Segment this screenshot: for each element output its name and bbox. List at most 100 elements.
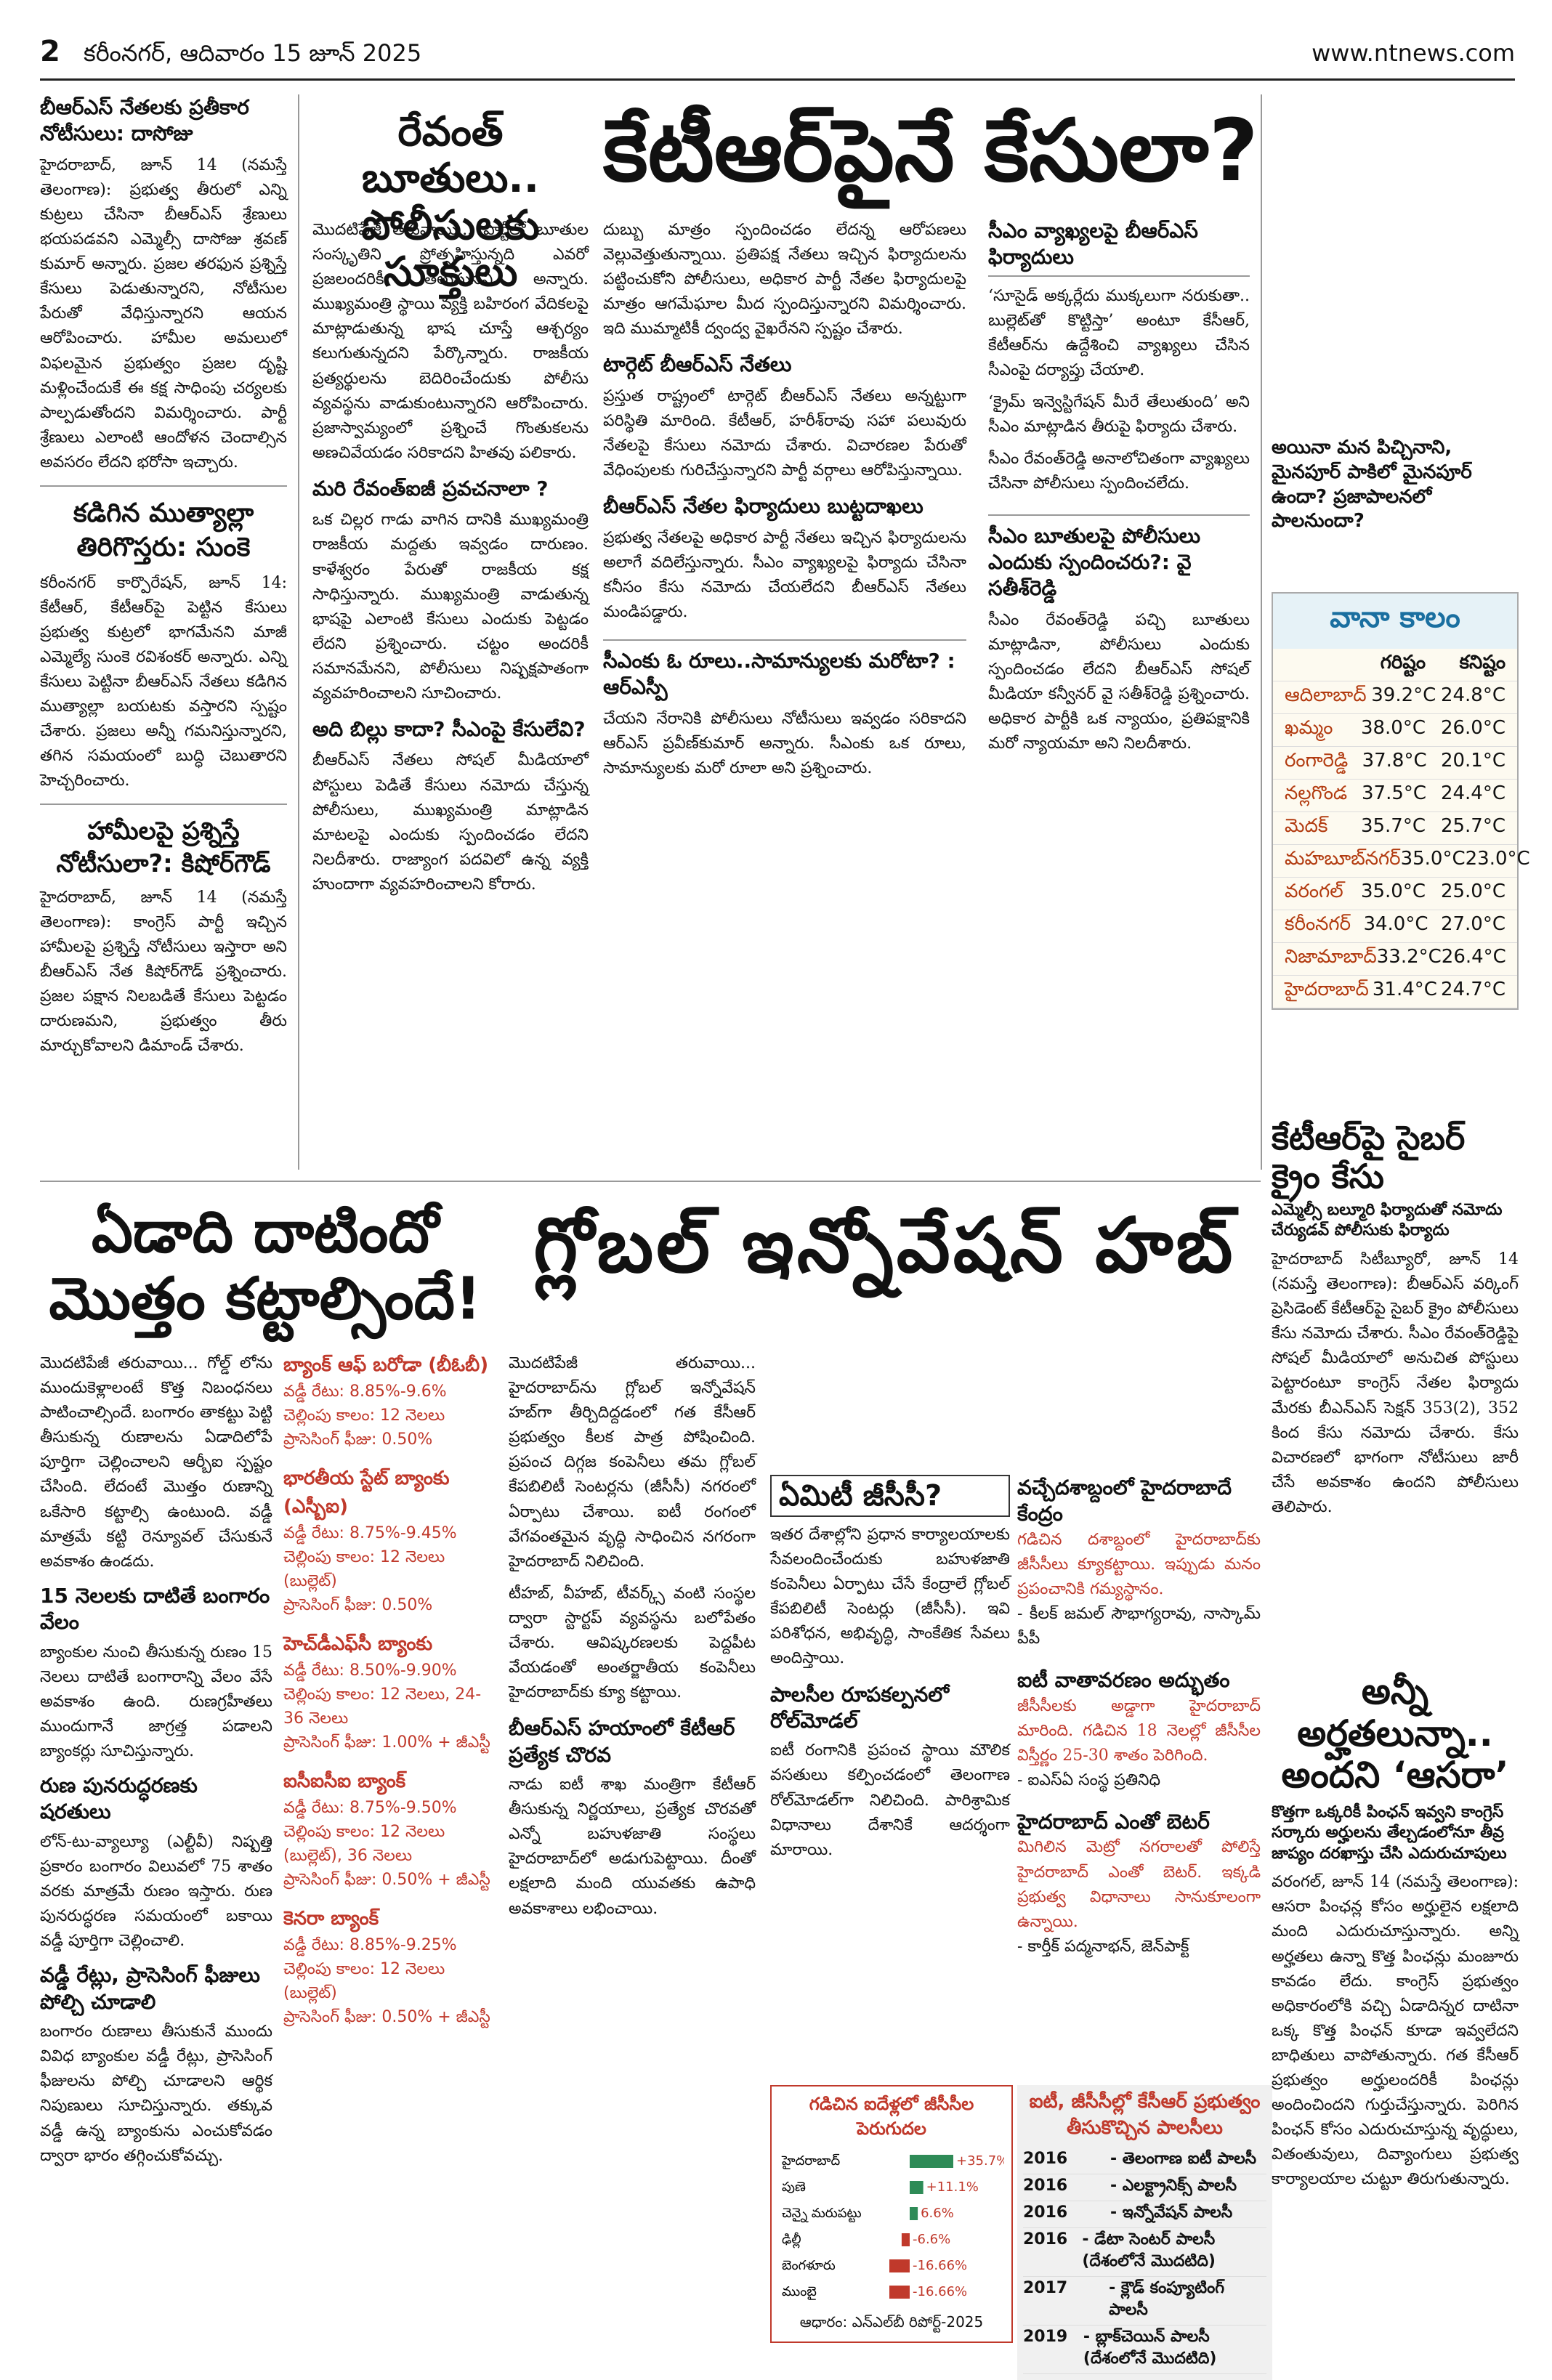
chart-value-label: +35.7%	[956, 2153, 1004, 2169]
loan-headline[interactable]: ఏడాది దాటిందో మొత్తం కట్టాల్సిందే!	[40, 1199, 490, 1332]
weather-min: 25.7°C	[1440, 815, 1505, 838]
lead-headline[interactable]: కేటీఆర్‌పైనే కేసులా?	[603, 100, 1258, 201]
lead-col-3: సీఎం వ్యాఖ్యలపై బీఆర్ఎస్ ఫిర్యాదులు ‘సూస…	[988, 218, 1250, 756]
weather-max: 35.7°C	[1360, 815, 1426, 838]
weather-max: 35.0°C	[1360, 881, 1426, 903]
bank-fee: ప్రాసెసింగ్ ఫీజు: 1.00% + జీఎస్టీ	[283, 1733, 490, 1752]
bullet-item: ‘సూసైడ్ అక్కర్లేదు ముక్కలుగా నరుకుతా.. బ…	[988, 286, 1250, 380]
right-column: అయినా మన పిచ్చినాని, మైనపూర్ పాకిలో మైనప…	[1272, 436, 1530, 1011]
site-url[interactable]: www.ntnews.com	[1311, 39, 1515, 67]
quote-box: సీఎం బూతులపై పోలీసులు ఎందుకు స్పందించరు?…	[988, 514, 1250, 757]
gcc-box-text: ఇతర దేశాల్లోని ప్రధాన కార్యాలయాలకు సేవలం…	[770, 1526, 1010, 1668]
weather-row: మెదక్ 35.7°C 25.7°C	[1273, 812, 1517, 846]
bank-rate-item: కెనరా బ్యాంక్ వడ్డీ రేటు: 8.85%-9.25% చెల్…	[283, 1905, 494, 2029]
timeline-text: - క్లౌడ్ కంప్యూటింగ్ పాలసీ	[1109, 2279, 1225, 2319]
quote-text: గడిచిన దశాబ్దంలో హైదరాబాద్‌కు జీసీసీలు క…	[1017, 1530, 1261, 1598]
weather-city: ఖమ్మం	[1285, 717, 1333, 740]
bank-rate: వడ్డీ రేటు: 8.75%-9.50%	[283, 1799, 457, 1817]
weather-max: 34.0°C	[1363, 913, 1428, 936]
bank-rate: వడ్డీ రేటు: 8.50%-9.90%	[283, 1661, 457, 1680]
story-headline[interactable]: బీఆర్ఎస్ నేతలకు ప్రతీకార నోటీసులు: దాసోజ…	[40, 95, 249, 146]
chart-category-label: చెన్నై మరుపట్టు	[782, 2206, 862, 2223]
weather-city: నల్లగొండ	[1285, 782, 1348, 805]
story-body: మొదటిపేజీ తరువాయి... హైదరాబాద్‌ను గ్లోబల…	[509, 1354, 756, 1571]
weather-min: 24.7°C	[1440, 979, 1505, 1001]
weather-header: గరిష్టం కనిష్టం	[1273, 649, 1517, 682]
story-headline[interactable]: అన్నీ అర్హతలున్నా.. అందని ‘ఆసరా’	[1272, 1670, 1519, 1797]
quote-title: ఐటీ వాతావరణం అద్భుతం	[1017, 1668, 1230, 1693]
quote-title: వచ్చేదశాబ్దంలో హైదరాబాదే కేంద్రం	[1017, 1476, 1232, 1526]
subheading: 15 నెలలకు దాటితే బంగారం వేలం	[40, 1583, 270, 1635]
aasara-story: అన్నీ అర్హతలున్నా.. అందని ‘ఆసరా’ కొత్తగా…	[1272, 1670, 1519, 2193]
bank-tenure: చెల్లింపు కాలం: 12 నెలలు (బుల్లెట్), 36 …	[283, 1823, 445, 1865]
story-headline[interactable]: హామీలపై ప్రశ్నిస్తే నోటీసులా?: కిషోర్‌గౌ…	[56, 817, 271, 878]
story-body: మొదటిపేజీ తరువాయి... పార్టీలో బూతుల సంస్…	[312, 221, 589, 462]
story-headline[interactable]: కడిగిన ముత్యాల్లా తిరిగొస్తరు: సుంకె	[73, 498, 254, 562]
hub-headline[interactable]: గ్లోబల్ ఇన్నోవేషన్ హబ్	[533, 1201, 1236, 1290]
weather-city: హైదరాబాద్	[1285, 979, 1369, 1001]
story-body: నాడు ఐటీ శాఖ మంత్రిగా కేటీఆర్ తీసుకున్న …	[509, 1776, 756, 1918]
bank-bank: బ్యాంక్ ఆఫ్ బరోడా (బీఓబీ)	[283, 1354, 489, 1376]
story-body: మొదటిపేజీ తరువాయి... గోల్డ్ లోను ముందుకె…	[40, 1354, 272, 1571]
gcc-box-title: ఏమిటీ జీసీసీ?	[770, 1475, 1010, 1517]
bank-tenure: చెల్లింపు కాలం: 12 నెలలు, 24-36 నెలలు	[283, 1685, 482, 1728]
timeline-year: 2016	[1023, 2150, 1068, 2168]
weather-min: 24.8°C	[1440, 684, 1505, 707]
bank-fee: ప్రాసెసింగ్ ఫీజు: 0.50%	[283, 1430, 433, 1449]
quote-box-title: సీఎంకు ఓ రూలు..సామాన్యులకు మరోటా? : ఆర్ఎ…	[603, 649, 955, 700]
timeline-text: - ఎలక్ట్రానిక్స్ పాలసీ	[1110, 2177, 1237, 2195]
timeline-rows: 2016 - తెలంగాణ ఐటీ పాలసీ 2016 - ఎలక్ట్రానిక…	[1023, 2148, 1266, 2374]
story-body: బంగారం రుణాలు తీసుకునే ముందు వివిధ బ్యాం…	[40, 2023, 272, 2165]
quote-box-title: సీఎం బూతులపై పోలీసులు ఎందుకు స్పందించరు?…	[988, 523, 1201, 601]
quote-source: - కీలక్ జమల్ సౌభాగ్యరావు, నాస్కామ్ పీపీ	[1017, 1605, 1261, 1648]
quote-item: వచ్చేదశాబ్దంలో హైదరాబాదే కేంద్రం గడిచిన ద…	[1017, 1475, 1261, 1651]
bank-bank: భారతీయ స్టేట్ బ్యాంకు (ఎస్బీఐ)	[283, 1468, 450, 1518]
bank-rates: బ్యాంక్ ఆఫ్ బరోడా (బీఓబీ) వడ్డీ రేటు: 8.8…	[283, 1351, 494, 2042]
chart-svg: హైదరాబాద్ +35.7% పుణె +11.1% చెన్నై మరుపట్టు…	[781, 2153, 1009, 2300]
subheading: వడ్డీ రేట్లు, ప్రాసెసింగ్ ఫీజులు పోల్చి …	[40, 1963, 260, 2014]
weather-city: మహబూబ్‌నగర్	[1285, 848, 1401, 870]
lead-col-1: మొదటిపేజీ తరువాయి... పార్టీలో బూతుల సంస్…	[312, 218, 589, 897]
story-body: బ్యాంకుల నుంచి తీసుకున్న రుణం 15 నెలలు ద…	[40, 1643, 272, 1760]
page-header: 2 కరీంనగర్, ఆదివారం 15 జూన్ 2025 www.ntn…	[40, 35, 1515, 81]
timeline-year: 2016	[1023, 2230, 1068, 2249]
bank-bank: హెచ్‌డీఎఫ్‌సీ బ్యాంకు	[283, 1633, 433, 1655]
weather-city: వరంగల్	[1285, 881, 1343, 903]
weather-max: 33.2°C	[1376, 946, 1442, 968]
chart-bar	[910, 2207, 918, 2220]
story-body: హైదరాబాద్, జూన్ 14 (నమస్తే తెలంగాణ): ప్ర…	[40, 155, 287, 471]
timeline-row: 2019 - బ్లాక్‌చెయిన్ పాలసీ (దేశంలోనే మొదట…	[1023, 2326, 1266, 2374]
bank-tenure: చెల్లింపు కాలం: 12 నెలలు	[283, 1406, 445, 1425]
subheading: పాలసీల రూపకల్పనలో రోల్‌మోడల్	[770, 1682, 950, 1733]
weather-min: 26.4°C	[1441, 946, 1506, 968]
story-headline[interactable]: కేటీఆర్‌పై సైబర్ క్రైం కేసు	[1272, 1118, 1466, 1196]
weather-row: వరంగల్ 35.0°C 25.0°C	[1273, 878, 1517, 911]
story-body: హైదరాబాద్ సిటీబ్యూరో, జూన్ 14 (నమస్తే తె…	[1272, 1250, 1519, 1516]
timeline-row: 2016 - ఎలక్ట్రానిక్స్ పాలసీ	[1023, 2174, 1266, 2201]
quote-box-text: సీఎం రేవంత్‌రెడ్డి పచ్చి బూతులు మాట్లాడి…	[988, 610, 1250, 753]
chart-source: ఆధారం: ఎన్ఎల్‌బీ రిపోర్ట్-2025	[799, 2313, 984, 2331]
weather-row: నల్లగొండ 37.5°C 24.4°C	[1273, 780, 1517, 813]
loan-col-1: మొదటిపేజీ తరువాయి... గోల్డ్ లోను ముందుకె…	[40, 1351, 272, 2169]
story-body: ఒక చిల్లర గాడు వాగిన దానికి ముఖ్యమంత్రి …	[312, 511, 589, 703]
quote-item: ఐటీ వాతావరణం అద్భుతం జీసీసీలకు అడ్డాగా హై…	[1017, 1667, 1261, 1793]
story-body: వరంగల్, జూన్ 14 (నమస్తే తెలంగాణ): ఆసరా ప…	[1272, 1873, 1519, 2189]
page-number: 2	[40, 35, 60, 68]
weather-city: రంగారెడ్డి	[1285, 750, 1349, 772]
timeline-row: 2016 - తెలంగాణ ఐటీ పాలసీ	[1023, 2148, 1266, 2174]
story-deck: కొత్తగా ఒక్కరికీ పింఛన్ ఇవ్వని కాంగ్రెస్…	[1272, 1802, 1507, 1863]
weather-city: నిజామాబాద్	[1285, 946, 1377, 968]
timeline-row: 2016 - ఇన్నోవేషన్ పాలసీ	[1023, 2201, 1266, 2228]
policy-timeline: ఐటీ, జీసీసీల్లో కేసీఆర్ ప్రభుత్వం తీసుకొ…	[1017, 2085, 1272, 2380]
headline-line: అందని ‘ఆసరా’	[1281, 1754, 1509, 1796]
timeline-year: 2019	[1023, 2328, 1068, 2346]
chart-category-label: బెంగళూరు	[782, 2258, 836, 2273]
weather-row: కరీంనగర్ 34.0°C 27.0°C	[1273, 910, 1517, 944]
timeline-year: 2017	[1023, 2279, 1068, 2297]
weather-row: నిజామాబాద్ 33.2°C 26.4°C	[1273, 943, 1517, 976]
weather-min: 27.0°C	[1440, 913, 1505, 936]
subheading: మరి రేవంత్‌ఐజీ ప్రవచనాలా ?	[312, 476, 549, 501]
story-body: ఐటీ రంగానికి ప్రపంచ స్థాయి మౌలిక వసతులు …	[770, 1741, 1010, 1859]
story-body: కరీంనగర్ కార్పొరేషన్, జూన్ 14: కేటీఆర్, …	[40, 573, 287, 790]
subheading: అది బిల్లు కాదా? సీఎంపై కేసులేవి?	[312, 717, 586, 742]
